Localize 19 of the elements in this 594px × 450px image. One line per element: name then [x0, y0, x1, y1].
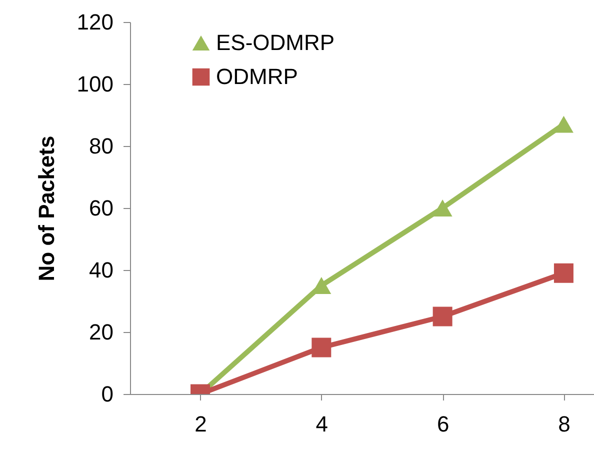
y-axis-title: No of Packets — [34, 136, 59, 282]
point — [432, 306, 452, 326]
y-tick-label: 100 — [76, 72, 114, 96]
x-tick-label: 2 — [194, 412, 207, 436]
x-tick-label: 4 — [316, 412, 328, 436]
x-tick-label: 6 — [436, 412, 450, 436]
y-tick-label: 60 — [89, 196, 114, 220]
x-tick-label: 8 — [558, 412, 570, 436]
y-tick-label: 0 — [101, 382, 114, 406]
y-tick-label: 20 — [89, 320, 114, 344]
y-tick-label: 40 — [89, 258, 114, 282]
point — [554, 116, 574, 133]
y-tick-label: 80 — [89, 134, 114, 158]
point — [432, 200, 452, 216]
legend-label: ODMRP — [216, 64, 298, 89]
point — [312, 338, 332, 358]
legend-label: ES-ODMRP — [216, 30, 335, 55]
point — [554, 263, 574, 283]
y-tick-label: 120 — [76, 10, 114, 34]
